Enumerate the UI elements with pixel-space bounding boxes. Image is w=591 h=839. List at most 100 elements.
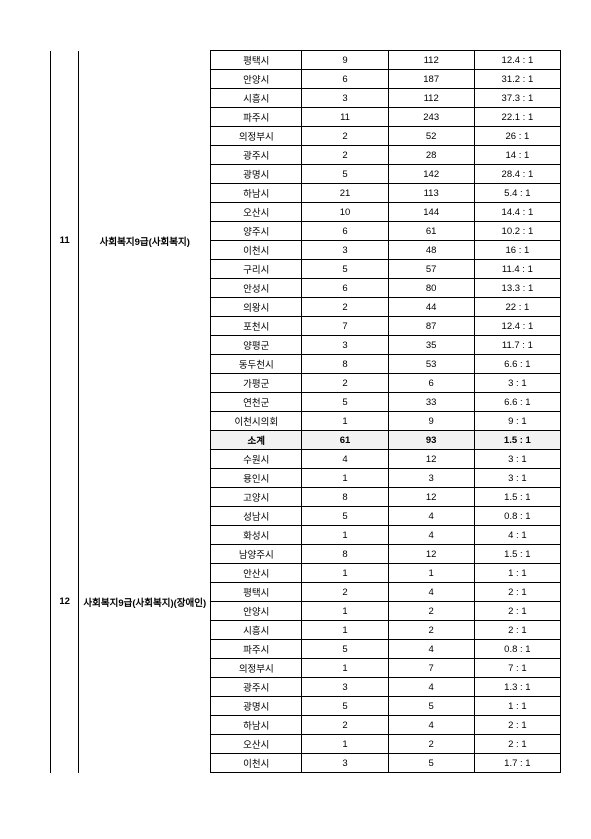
value-b-cell: 2 xyxy=(388,735,474,754)
ratio-cell: 3 : 1 xyxy=(474,450,560,469)
value-b-cell: 9 xyxy=(388,412,474,431)
city-cell: 양주시 xyxy=(211,222,302,241)
value-a-cell: 11 xyxy=(302,108,388,127)
value-b-cell: 142 xyxy=(388,165,474,184)
ratio-cell: 1 : 1 xyxy=(474,564,560,583)
value-a-cell: 3 xyxy=(302,336,388,355)
value-b-cell: 4 xyxy=(388,526,474,545)
ratio-cell: 1.5 : 1 xyxy=(474,545,560,564)
value-a-cell: 4 xyxy=(302,450,388,469)
value-b-cell: 4 xyxy=(388,507,474,526)
value-a-cell: 3 xyxy=(302,678,388,697)
value-a-cell: 5 xyxy=(302,507,388,526)
value-a-cell: 5 xyxy=(302,697,388,716)
value-a-cell: 2 xyxy=(302,298,388,317)
ratio-cell: 5.4 : 1 xyxy=(474,184,560,203)
table-row: 12사회복지9급(사회복지)(장애인)소계61931.5 : 1 xyxy=(51,431,561,450)
data-table: 11사회복지9급(사회복지)평택시911212.4 : 1안양시618731.2… xyxy=(50,50,561,773)
value-a-cell: 1 xyxy=(302,526,388,545)
city-cell: 오산시 xyxy=(211,203,302,222)
city-cell: 남양주시 xyxy=(211,545,302,564)
value-b-cell: 187 xyxy=(388,70,474,89)
value-a-cell: 1 xyxy=(302,469,388,488)
city-cell: 안양시 xyxy=(211,70,302,89)
value-b-cell: 5 xyxy=(388,754,474,773)
city-cell: 하남시 xyxy=(211,184,302,203)
value-a-cell: 2 xyxy=(302,716,388,735)
value-a-cell: 1 xyxy=(302,735,388,754)
value-b-cell: 3 xyxy=(388,469,474,488)
ratio-cell: 0.8 : 1 xyxy=(474,640,560,659)
value-a-cell: 3 xyxy=(302,754,388,773)
group-category: 사회복지9급(사회복지) xyxy=(79,51,211,431)
value-b-cell: 7 xyxy=(388,659,474,678)
city-cell: 구리시 xyxy=(211,260,302,279)
value-b-cell: 2 xyxy=(388,621,474,640)
city-cell: 화성시 xyxy=(211,526,302,545)
ratio-cell: 10.2 : 1 xyxy=(474,222,560,241)
value-b-cell: 243 xyxy=(388,108,474,127)
value-a-cell: 6 xyxy=(302,70,388,89)
city-cell: 이천시 xyxy=(211,241,302,260)
ratio-cell: 9 : 1 xyxy=(474,412,560,431)
city-cell: 안산시 xyxy=(211,564,302,583)
ratio-cell: 1.5 : 1 xyxy=(474,488,560,507)
value-a-cell: 3 xyxy=(302,89,388,108)
city-cell: 용인시 xyxy=(211,469,302,488)
city-cell: 성남시 xyxy=(211,507,302,526)
value-a-cell: 5 xyxy=(302,393,388,412)
value-a-cell: 7 xyxy=(302,317,388,336)
value-a-cell: 8 xyxy=(302,355,388,374)
value-b-cell: 144 xyxy=(388,203,474,222)
ratio-cell: 3 : 1 xyxy=(474,374,560,393)
group-index: 12 xyxy=(51,431,79,773)
value-a-cell: 6 xyxy=(302,279,388,298)
city-cell: 파주시 xyxy=(211,640,302,659)
value-a-cell: 1 xyxy=(302,659,388,678)
ratio-cell: 6.6 : 1 xyxy=(474,355,560,374)
value-a-cell: 8 xyxy=(302,545,388,564)
city-cell: 동두천시 xyxy=(211,355,302,374)
ratio-cell: 14.4 : 1 xyxy=(474,203,560,222)
city-cell: 광주시 xyxy=(211,678,302,697)
city-cell: 이천시의회 xyxy=(211,412,302,431)
city-cell: 광명시 xyxy=(211,697,302,716)
value-b-cell: 33 xyxy=(388,393,474,412)
value-b-cell: 4 xyxy=(388,640,474,659)
group-category: 사회복지9급(사회복지)(장애인) xyxy=(79,431,211,773)
ratio-cell: 2 : 1 xyxy=(474,583,560,602)
value-a-cell: 5 xyxy=(302,640,388,659)
city-cell: 의정부시 xyxy=(211,127,302,146)
city-cell: 광주시 xyxy=(211,146,302,165)
value-a-cell: 8 xyxy=(302,488,388,507)
ratio-cell: 2 : 1 xyxy=(474,621,560,640)
value-b-cell: 6 xyxy=(388,374,474,393)
ratio-cell: 16 : 1 xyxy=(474,241,560,260)
ratio-cell: 26 : 1 xyxy=(474,127,560,146)
ratio-cell: 11.4 : 1 xyxy=(474,260,560,279)
ratio-cell: 1 : 1 xyxy=(474,697,560,716)
value-a-cell: 1 xyxy=(302,412,388,431)
value-a-cell: 3 xyxy=(302,241,388,260)
value-b-cell: 4 xyxy=(388,583,474,602)
city-cell: 파주시 xyxy=(211,108,302,127)
value-b-cell: 61 xyxy=(388,222,474,241)
city-cell: 연천군 xyxy=(211,393,302,412)
ratio-cell: 4 : 1 xyxy=(474,526,560,545)
value-a-cell: 21 xyxy=(302,184,388,203)
ratio-cell: 3 : 1 xyxy=(474,469,560,488)
ratio-cell: 28.4 : 1 xyxy=(474,165,560,184)
city-cell: 의정부시 xyxy=(211,659,302,678)
ratio-cell: 7 : 1 xyxy=(474,659,560,678)
ratio-cell: 2 : 1 xyxy=(474,602,560,621)
ratio-cell: 31.2 : 1 xyxy=(474,70,560,89)
value-b-cell: 1 xyxy=(388,564,474,583)
ratio-cell: 0.8 : 1 xyxy=(474,507,560,526)
ratio-cell: 37.3 : 1 xyxy=(474,89,560,108)
value-b-cell: 112 xyxy=(388,89,474,108)
value-a-cell: 61 xyxy=(302,431,388,450)
value-b-cell: 12 xyxy=(388,450,474,469)
ratio-cell: 1.3 : 1 xyxy=(474,678,560,697)
value-a-cell: 1 xyxy=(302,564,388,583)
city-cell: 수원시 xyxy=(211,450,302,469)
